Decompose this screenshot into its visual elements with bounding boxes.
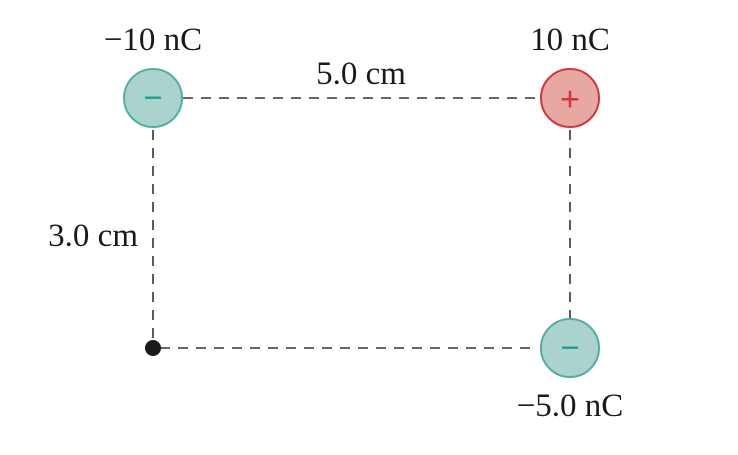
charge-label-bottom-right: −5.0 nC <box>517 388 624 424</box>
dimension-label-horizontal: 5.0 cm <box>316 56 406 92</box>
positive-charge-circle <box>540 68 600 128</box>
negative-charge-circle <box>123 68 183 128</box>
charge-top-left: − <box>123 68 183 128</box>
minus-sign-icon: − <box>143 80 162 117</box>
charge-label-top-right: 10 nC <box>530 22 610 58</box>
dimension-label-vertical: 3.0 cm <box>48 218 138 254</box>
point-marker <box>145 340 161 356</box>
plus-sign-icon: + <box>560 79 581 119</box>
charge-bottom-right: − <box>540 318 600 378</box>
minus-sign-icon: − <box>560 330 579 367</box>
negative-charge-circle <box>540 318 600 378</box>
charge-label-top-left: −10 nC <box>104 22 202 58</box>
charge-top-right: + <box>540 68 600 128</box>
